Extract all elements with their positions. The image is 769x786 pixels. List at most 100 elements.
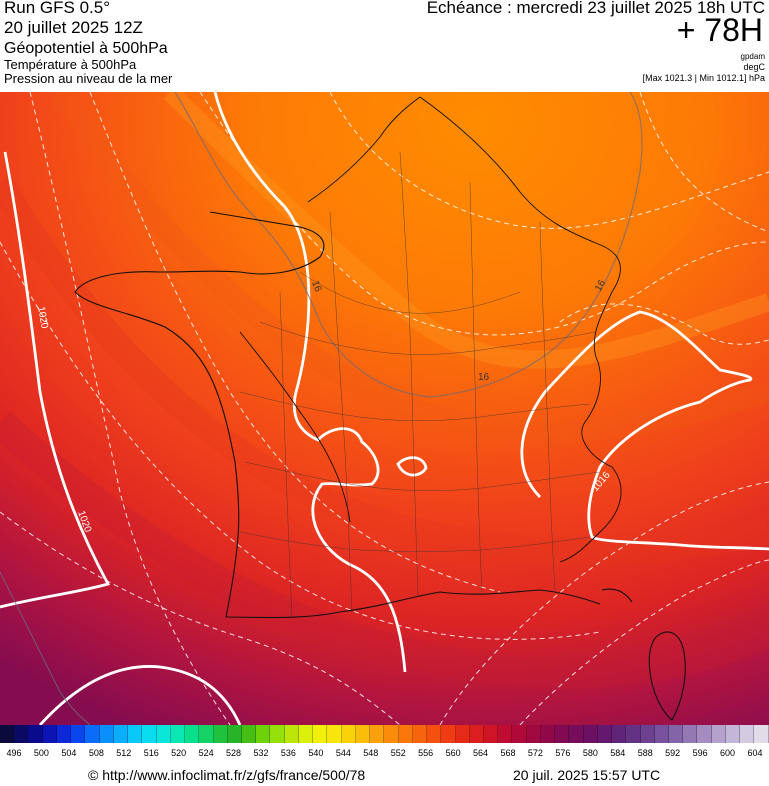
scale-tick-label: 564 [473,748,489,758]
scale-swatch [427,725,442,743]
scale-tick-label: 512 [116,748,132,758]
scale-swatch [241,725,257,743]
scale-swatch [711,725,726,743]
generated-date: 20 juil. 2025 15:57 UTC [513,767,661,783]
scale-swatch [113,725,129,743]
geopotential-lines [0,92,643,725]
scale-tick-label: 516 [143,748,159,758]
department-borders [239,151,601,618]
unit-degc: degC [743,62,765,72]
scale-swatch [85,725,100,743]
run-date: 20 juillet 2025 12Z [4,18,143,37]
scale-swatch [370,725,385,743]
credit-link[interactable]: © http://www.infoclimat.fr/z/gfs/france/… [88,767,366,783]
scale-swatch [185,725,200,743]
isotherm-label-16-center: 16 [478,372,490,383]
scale-swatch [540,725,556,743]
scale-tick-label: 528 [226,748,242,758]
scale-tick-label: 520 [171,748,187,758]
scale-tick-label: 544 [335,748,351,758]
scale-tick-label: 524 [198,748,214,758]
scale-swatch [412,725,428,743]
scale-tick-label: 548 [363,748,379,758]
scale-swatch [156,725,171,743]
scale-tick-label: 500 [33,748,49,758]
scale-swatch [71,725,86,743]
scale-swatch [142,725,157,743]
forecast-map[interactable]: 1020 1020 1016 16 16 16 [0,92,769,725]
scale-swatch [697,725,712,743]
scale-swatch [455,725,470,743]
scale-swatch [313,725,328,743]
unit-gpdam: gpdam [740,52,765,61]
scale-swatch [483,725,499,743]
color-scale [0,725,769,743]
scale-tick-label: 584 [610,748,626,758]
scale-swatch [284,725,299,743]
layer-geopotential: Géopotentiel à 500hPa [4,40,168,57]
scale-tick-label: 540 [308,748,324,758]
scale-swatch [597,725,613,743]
scale-tick-label: 592 [665,748,681,758]
scale-swatch [740,725,755,743]
forecast-valid-time: Echéance : mercredi 23 juillet 2025 18h … [426,0,765,17]
isotherm-label-16-east: 16 [593,278,608,294]
scale-swatch [270,725,285,743]
run-title: Run GFS 0.5° [4,0,111,17]
scale-tick-label: 536 [280,748,296,758]
scale-tick-label: 504 [61,748,77,758]
scale-swatch [640,725,655,743]
map-canvas: 1020 1020 1016 16 16 16 [0,92,769,725]
scale-swatch [583,725,598,743]
scale-swatch [654,725,670,743]
scale-swatch [469,725,484,743]
scale-swatch [298,725,314,743]
scale-tick-label: 580 [582,748,598,758]
scale-swatch [227,725,242,743]
scale-tick-label: 532 [253,748,269,758]
temperature-bands [0,92,769,689]
scale-swatch [512,725,527,743]
scale-tick-label: 604 [747,748,763,758]
scale-tick-label: 596 [692,748,708,758]
scale-tick-label: 568 [500,748,516,758]
pressure-minmax: [Max 1021.3 | Min 1012.1] hPa [642,73,765,83]
scale-swatch [256,725,271,743]
scale-swatch [569,725,584,743]
scale-swatch [441,725,456,743]
scale-swatch [526,725,541,743]
layer-temperature: Température à 500hPa [4,57,137,72]
scale-swatch [213,725,228,743]
scale-swatch [612,725,627,743]
scale-swatch [170,725,186,743]
scale-swatch [498,725,513,743]
temperature-field [0,92,769,725]
scale-swatch [355,725,371,743]
forecast-horizon: + 78H [676,12,763,48]
scale-swatch [99,725,114,743]
scale-tick-label: 508 [88,748,104,758]
scale-tick-label: 496 [6,748,22,758]
scale-tick-label: 576 [555,748,571,758]
scale-swatch [341,725,356,743]
scale-tick-label: 552 [390,748,406,758]
scale-swatch [398,725,413,743]
color-scale-ticks: 496 500 504 508 512 516 520 524 528 532 536 540 544 5… [0,748,769,760]
scale-swatch [384,725,399,743]
scale-swatch [14,725,29,743]
scale-swatch [555,725,570,743]
isobar-label-1020-north: 1020 [35,306,50,330]
scale-tick-label: 600 [720,748,736,758]
scale-tick-label: 588 [637,748,653,758]
country-borders [239,96,622,563]
scale-swatch [128,725,143,743]
scale-swatch [669,725,684,743]
pressure-isobars [0,92,769,725]
scale-swatch [626,725,641,743]
scale-swatch [754,725,769,743]
scale-tick-label: 560 [445,748,461,758]
scale-tick-label: 572 [527,748,543,758]
scale-tick-label: 556 [418,748,434,758]
scale-swatch [0,725,15,743]
scale-swatch [199,725,214,743]
